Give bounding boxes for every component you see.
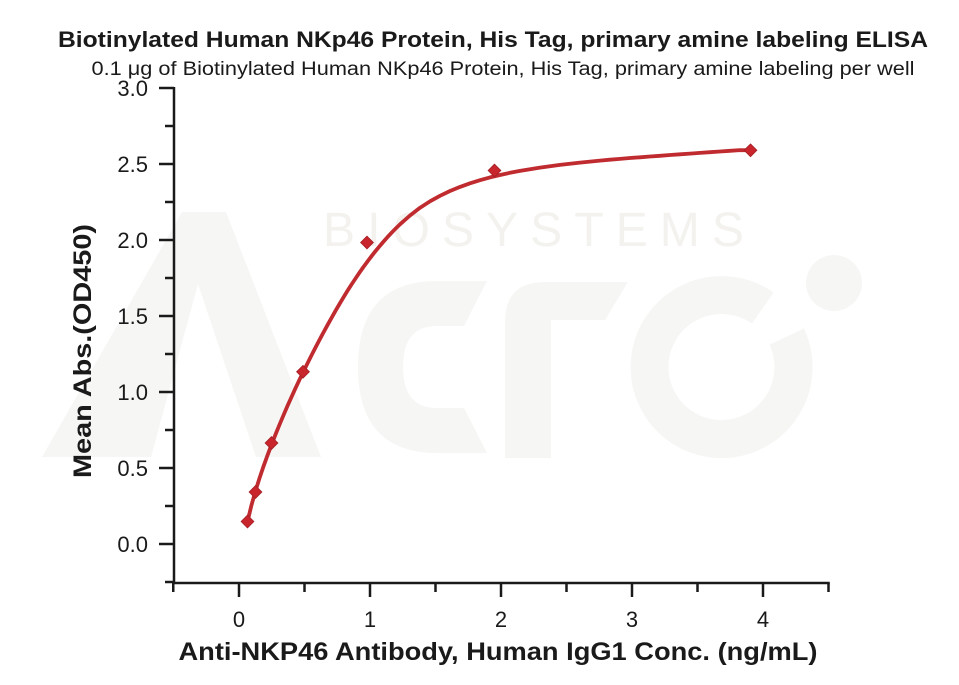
svg-text:BIOSYSTEMS: BIOSYSTEMS — [323, 204, 756, 257]
svg-text:2: 2 — [495, 607, 507, 632]
svg-text:2.5: 2.5 — [117, 152, 148, 177]
svg-text:3.0: 3.0 — [117, 76, 148, 101]
svg-text:0.5: 0.5 — [117, 456, 148, 481]
svg-text:Mean Abs.(OD450): Mean Abs.(OD450) — [69, 224, 97, 478]
svg-text:1: 1 — [364, 607, 376, 632]
svg-text:1.0: 1.0 — [117, 380, 148, 405]
svg-text:Anti-NKP46 Antibody, Human IgG: Anti-NKP46 Antibody, Human IgG1 Conc. (n… — [179, 638, 818, 666]
svg-text:0: 0 — [233, 607, 245, 632]
svg-text:0.1 μg of Biotinylated Human N: 0.1 μg of Biotinylated Human NKp46 Prote… — [92, 59, 915, 80]
svg-text:1.5: 1.5 — [117, 304, 148, 329]
svg-text:3: 3 — [626, 607, 638, 632]
svg-text:4: 4 — [757, 607, 769, 632]
svg-text:0.0: 0.0 — [117, 532, 148, 557]
svg-text:2.0: 2.0 — [117, 228, 148, 253]
svg-text:Biotinylated Human NKp46 Prote: Biotinylated Human NKp46 Protein, His Ta… — [58, 27, 928, 52]
